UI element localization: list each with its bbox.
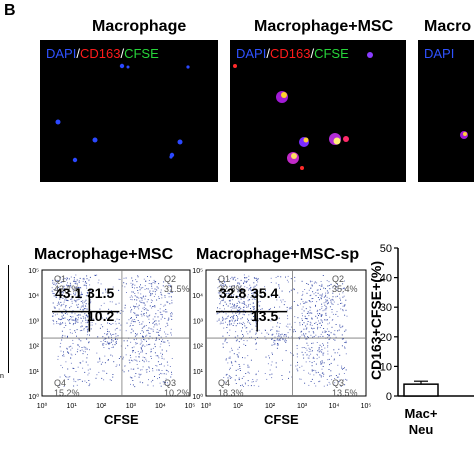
x-tick-label: 10⁴ xyxy=(329,403,340,410)
micrograph-title-3: Macro xyxy=(424,18,472,35)
q1-gate-label: Q1 xyxy=(218,274,231,284)
y-tick-label: 10⁰ xyxy=(28,393,39,401)
q1-gate-label: Q1 xyxy=(54,274,67,284)
q3-gate-label: Q3 xyxy=(332,378,345,388)
y-tick-label: 10¹ xyxy=(193,369,204,376)
q4-small-percent: 15.2% xyxy=(54,388,80,398)
cropped-tick-label: n xyxy=(0,373,4,380)
cell-field-3 xyxy=(460,131,468,139)
x-tick-label: 10³ xyxy=(297,403,308,410)
cell-field-1 xyxy=(55,63,190,163)
micrograph-title-2: Macrophage+MSC xyxy=(254,18,394,35)
bar-chart: 0 10 20 30 40 50 Mac+Neu xyxy=(380,243,474,437)
y-tick-label: 10² xyxy=(193,344,204,351)
bar xyxy=(403,383,439,397)
y-tick-label: 10³ xyxy=(29,318,40,325)
plot-frame xyxy=(41,269,191,397)
y-tick-label: 0 xyxy=(386,391,392,403)
y-tick-label: 10² xyxy=(29,344,40,351)
q3-percent: 10.2 xyxy=(87,308,115,324)
scatter-points xyxy=(216,274,348,387)
flow-title-1: Macrophage+MSC xyxy=(34,246,174,263)
micrograph-macrophage-partial: DAPI xyxy=(418,40,474,182)
q4-gate-label: Q4 xyxy=(218,378,231,388)
q1-small-percent: 43.1% xyxy=(54,284,80,294)
x-tick-label: 10¹ xyxy=(233,403,244,410)
q2-small-percent: 35.4% xyxy=(332,284,358,294)
scatter-points xyxy=(51,274,173,388)
y-tick-label: 10³ xyxy=(193,318,204,325)
x-tick-label: 10⁴ xyxy=(155,403,166,410)
cropped-panel-edge xyxy=(0,265,9,373)
stain-legend: DAPI xyxy=(424,46,455,61)
flow-xlabel-2: CFSE xyxy=(264,412,299,427)
q2-small-percent: 31.5% xyxy=(164,284,190,294)
q2-percent: 31.5 xyxy=(87,285,115,301)
y-tick-label: 10¹ xyxy=(29,369,40,376)
stain-legend: DAPI/CD163/CFSE xyxy=(236,46,349,61)
x-tick-label: 10⁰ xyxy=(201,402,212,410)
q2-gate-label: Q2 xyxy=(164,274,177,284)
y-tick-label: 10⁵ xyxy=(192,268,203,275)
micrograph-macrophage: DAPI/CD163/CFSE xyxy=(40,40,218,182)
q4-small-percent: 18.3% xyxy=(218,388,244,398)
x-tick-label: 10² xyxy=(96,403,107,410)
x-tick-label: 10² xyxy=(265,403,276,410)
flow-xlabel-1: CFSE xyxy=(104,412,139,427)
y-tick-label: 30 xyxy=(380,302,392,314)
y-tick-label: 10⁴ xyxy=(28,293,39,300)
q2-percent: 35.4 xyxy=(251,285,279,301)
x-tick-label: 10⁵ xyxy=(361,403,372,410)
bar-ylabel: CD163+CFSE+(%) xyxy=(368,260,384,380)
q4-gate-label: Q4 xyxy=(54,378,67,388)
q1-percent: 43.1 xyxy=(55,285,83,301)
q3-small-percent: 13.5% xyxy=(332,388,358,398)
x-tick-label: 10⁵ xyxy=(185,403,196,410)
q1-small-percent: 32.8% xyxy=(218,284,244,294)
y-tick-label: 10⁰ xyxy=(192,393,203,401)
category-label: Mac+ xyxy=(405,406,438,421)
plot-frame xyxy=(205,269,367,397)
flow-title-2: Macrophage+MSC-sp xyxy=(196,246,360,263)
panel-label: B xyxy=(4,2,16,19)
micrograph-title-1: Macrophage xyxy=(92,18,187,35)
x-tick-label: 10⁰ xyxy=(37,402,48,410)
y-tick-label: 10 xyxy=(380,361,392,373)
micrograph-macrophage-msc: DAPI/CD163/CFSE xyxy=(230,40,406,182)
q3-gate-label: Q3 xyxy=(164,378,177,388)
cell-field-2 xyxy=(233,52,373,170)
y-tick-label: 20 xyxy=(380,332,392,344)
q1-percent: 32.8 xyxy=(219,285,247,301)
q3-small-percent: 10.2% xyxy=(164,388,190,398)
x-tick-label: 10¹ xyxy=(67,403,78,410)
y-tick-label: 10⁴ xyxy=(192,293,203,300)
stain-legend: DAPI/CD163/CFSE xyxy=(46,46,159,61)
y-tick-label: 40 xyxy=(380,273,392,285)
x-tick-label: 10³ xyxy=(126,403,137,410)
q2-gate-label: Q2 xyxy=(332,274,345,284)
y-tick-label: 50 xyxy=(380,243,392,255)
y-tick-label: 10⁵ xyxy=(28,268,39,275)
category-label: Neu xyxy=(409,422,434,437)
q3-percent: 13.5 xyxy=(251,308,279,324)
